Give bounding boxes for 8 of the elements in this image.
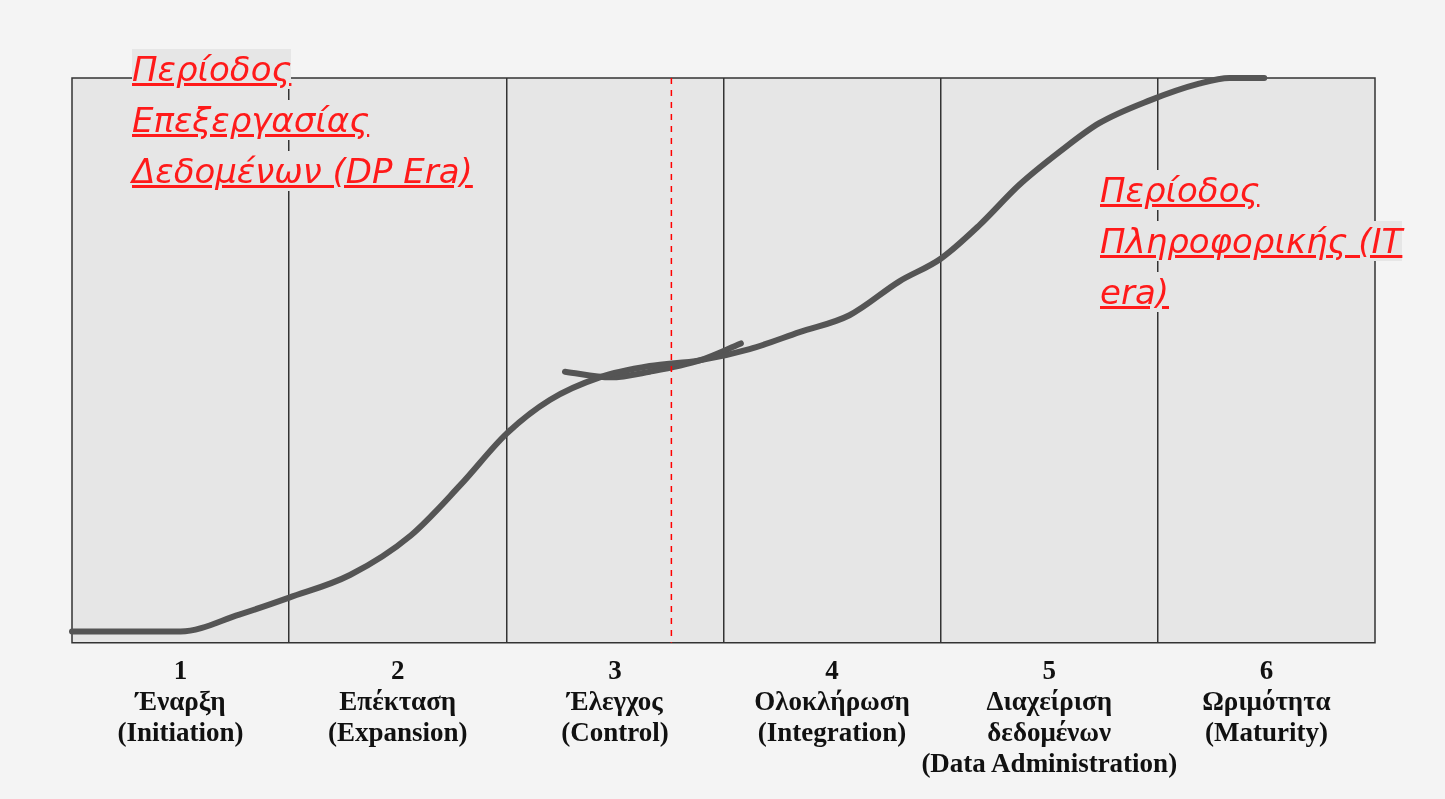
- x-tick-label: 3 Έλεγχος (Control): [561, 655, 669, 748]
- annotation: Περίοδος Πληροφορικής (IT era): [1100, 170, 1403, 312]
- x-tick-label: 2 Επέκταση (Expansion): [327, 655, 468, 748]
- x-tick-label: 1 Έναρξη (Initiation): [117, 655, 244, 748]
- annotation: Περίοδος Επεξεργασίας Δεδομένων (DP Era): [132, 49, 473, 191]
- x-tick-label: 5 Διαχείριση δεδομένων (Data Administration): [921, 655, 1178, 779]
- x-tick-label: 6 Ωριμότητα (Maturity): [1202, 655, 1331, 748]
- x-tick-label: 4 Ολοκλήρωση (Integration): [754, 655, 910, 748]
